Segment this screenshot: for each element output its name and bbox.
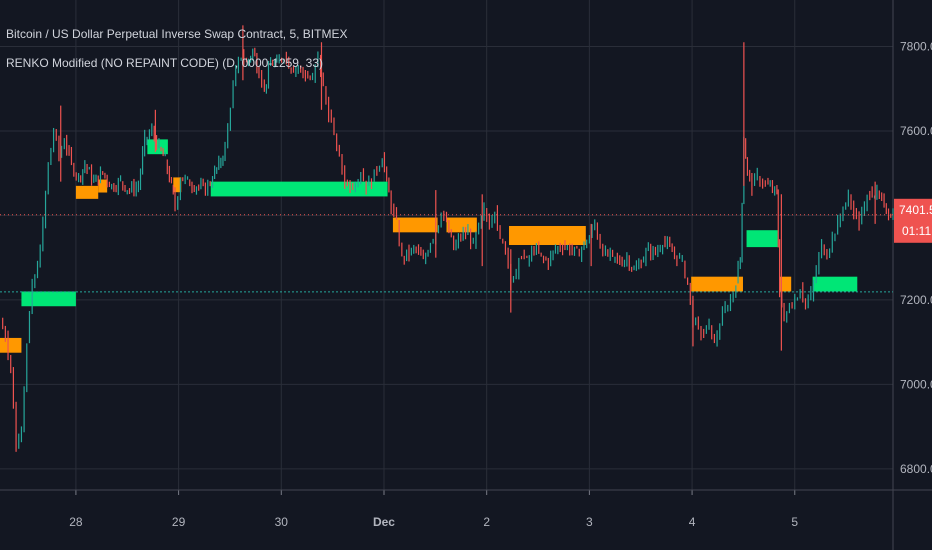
y-tick-label: 7800.0 [900, 39, 932, 53]
x-tick-label: 4 [689, 515, 696, 529]
renko-brick-down [173, 177, 182, 193]
current-price-tag[interactable] [894, 198, 932, 243]
renko-brick-up [21, 291, 76, 307]
x-tick-label: 3 [586, 515, 593, 529]
renko-brick-up [147, 139, 168, 155]
renko-brick-down [509, 225, 586, 245]
current-price-value: 7401.5 [899, 203, 932, 217]
x-tick-label: 28 [69, 515, 83, 529]
x-tick-label: Dec [373, 515, 395, 529]
symbol-title[interactable]: Bitcoin / US Dollar Perpetual Inverse Sw… [6, 27, 348, 41]
y-tick-label: 7200.0 [900, 293, 932, 307]
y-tick-label: 7600.0 [900, 124, 932, 138]
renko-brick-down [446, 217, 477, 233]
renko-brick-down [392, 217, 438, 233]
x-tick-label: 29 [172, 515, 186, 529]
renko-brick-down [75, 185, 99, 199]
bar-countdown-timer: 01:11 [902, 224, 931, 238]
x-tick-label: 5 [791, 515, 798, 529]
renko-brick-up [746, 230, 778, 248]
y-tick-label: 7000.0 [900, 377, 932, 391]
renko-brick-down [0, 337, 22, 353]
renko-brick-down [691, 276, 743, 292]
y-tick-label: 6800.0 [900, 462, 932, 476]
x-tick-label: 2 [483, 515, 490, 529]
indicator-legend[interactable]: RENKO Modified (NO REPAINT CODE) (D, 000… [6, 56, 323, 70]
renko-brick-up [210, 181, 388, 197]
renko-brick-up [812, 276, 858, 292]
renko-brick-down [98, 179, 108, 193]
renko-brick-down [779, 276, 792, 292]
x-tick-label: 30 [275, 515, 289, 529]
